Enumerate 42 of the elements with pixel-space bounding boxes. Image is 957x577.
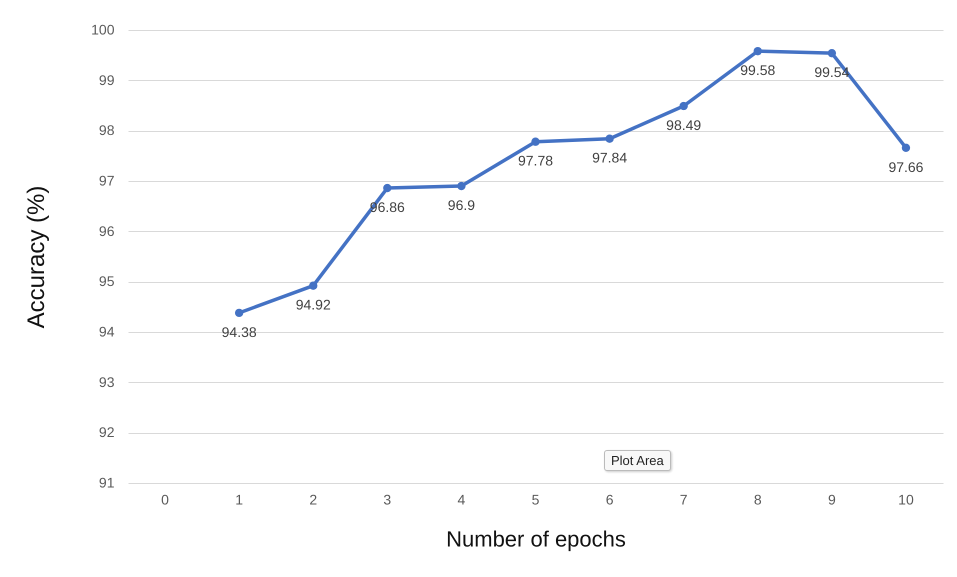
x-tick-label: 10 xyxy=(898,492,914,508)
point xyxy=(457,182,466,190)
point xyxy=(605,134,614,143)
data-label: 94.38 xyxy=(222,324,257,340)
y-tick-label: 93 xyxy=(98,374,115,390)
data-label: 98.49 xyxy=(666,117,702,134)
data-label: 96.9 xyxy=(448,197,476,214)
point xyxy=(902,144,910,152)
x-tick-label: 8 xyxy=(754,492,762,508)
x-tick-label: 5 xyxy=(532,492,540,508)
data-label: 94.92 xyxy=(296,296,331,313)
annotation: Plot Area xyxy=(604,450,671,471)
x-tick-label: 3 xyxy=(383,492,392,508)
y-tick-label: 97 xyxy=(98,172,115,188)
y-axis-title: Accuracy (%) xyxy=(23,186,50,328)
x-axis-title: Number of epochs xyxy=(446,526,626,552)
y-tick-label: 99 xyxy=(98,72,115,88)
data-label: 97.66 xyxy=(888,158,924,175)
x-tick-label: 9 xyxy=(828,492,836,508)
point xyxy=(680,102,688,110)
y-tick-label: 91 xyxy=(98,474,115,490)
point xyxy=(531,138,540,146)
y-tick-label: 94 xyxy=(98,324,115,340)
data-label: 97.78 xyxy=(518,152,554,169)
point xyxy=(383,184,392,192)
point xyxy=(754,46,762,56)
x-tick-label: 2 xyxy=(309,492,318,508)
x-tick-label: 1 xyxy=(235,492,244,508)
y-tick-label: 95 xyxy=(98,273,115,290)
y-tick-label: 92 xyxy=(98,424,115,440)
x-tick-label: 7 xyxy=(680,492,688,508)
point xyxy=(309,282,318,290)
y-tick-label: 100 xyxy=(91,22,115,38)
y-tick-label: 98 xyxy=(98,122,115,138)
x-tick-label: 4 xyxy=(458,492,466,508)
x-tick-label: 6 xyxy=(606,492,614,508)
y-tick-label: 96 xyxy=(98,222,115,239)
data-label: 99.58 xyxy=(740,62,776,78)
data-label: 97.84 xyxy=(592,150,628,166)
point xyxy=(234,308,244,318)
point xyxy=(828,48,836,58)
x-tick-label: 0 xyxy=(161,492,170,508)
